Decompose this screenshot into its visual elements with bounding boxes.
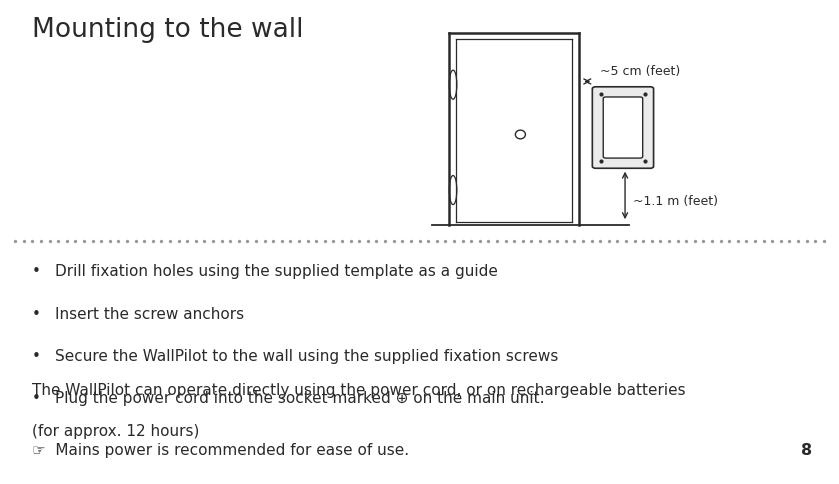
Text: ~5 cm (feet): ~5 cm (feet) (600, 64, 680, 77)
FancyBboxPatch shape (592, 88, 654, 169)
Text: Secure the WallPilot to the wall using the supplied fixation screws: Secure the WallPilot to the wall using t… (55, 348, 558, 363)
Text: •: • (32, 348, 41, 363)
Text: Insert the screw anchors: Insert the screw anchors (55, 306, 243, 321)
Text: Plug the power cord into the socket marked ⊕ on the main unit.: Plug the power cord into the socket mark… (55, 390, 544, 405)
Text: •: • (32, 264, 41, 279)
Text: Drill fixation holes using the supplied template as a guide: Drill fixation holes using the supplied … (55, 264, 498, 279)
Text: 8: 8 (801, 442, 812, 457)
Text: (for approx. 12 hours): (for approx. 12 hours) (32, 424, 199, 439)
Text: •: • (32, 306, 41, 321)
Text: Mounting to the wall: Mounting to the wall (32, 17, 304, 43)
Text: •: • (32, 390, 41, 405)
Text: The WallPilot can operate directly using the power cord, or on rechargeable batt: The WallPilot can operate directly using… (32, 382, 685, 397)
Text: ☞  Mains power is recommended for ease of use.: ☞ Mains power is recommended for ease of… (32, 442, 409, 457)
FancyBboxPatch shape (603, 98, 643, 159)
Text: ~1.1 m (feet): ~1.1 m (feet) (633, 195, 718, 207)
